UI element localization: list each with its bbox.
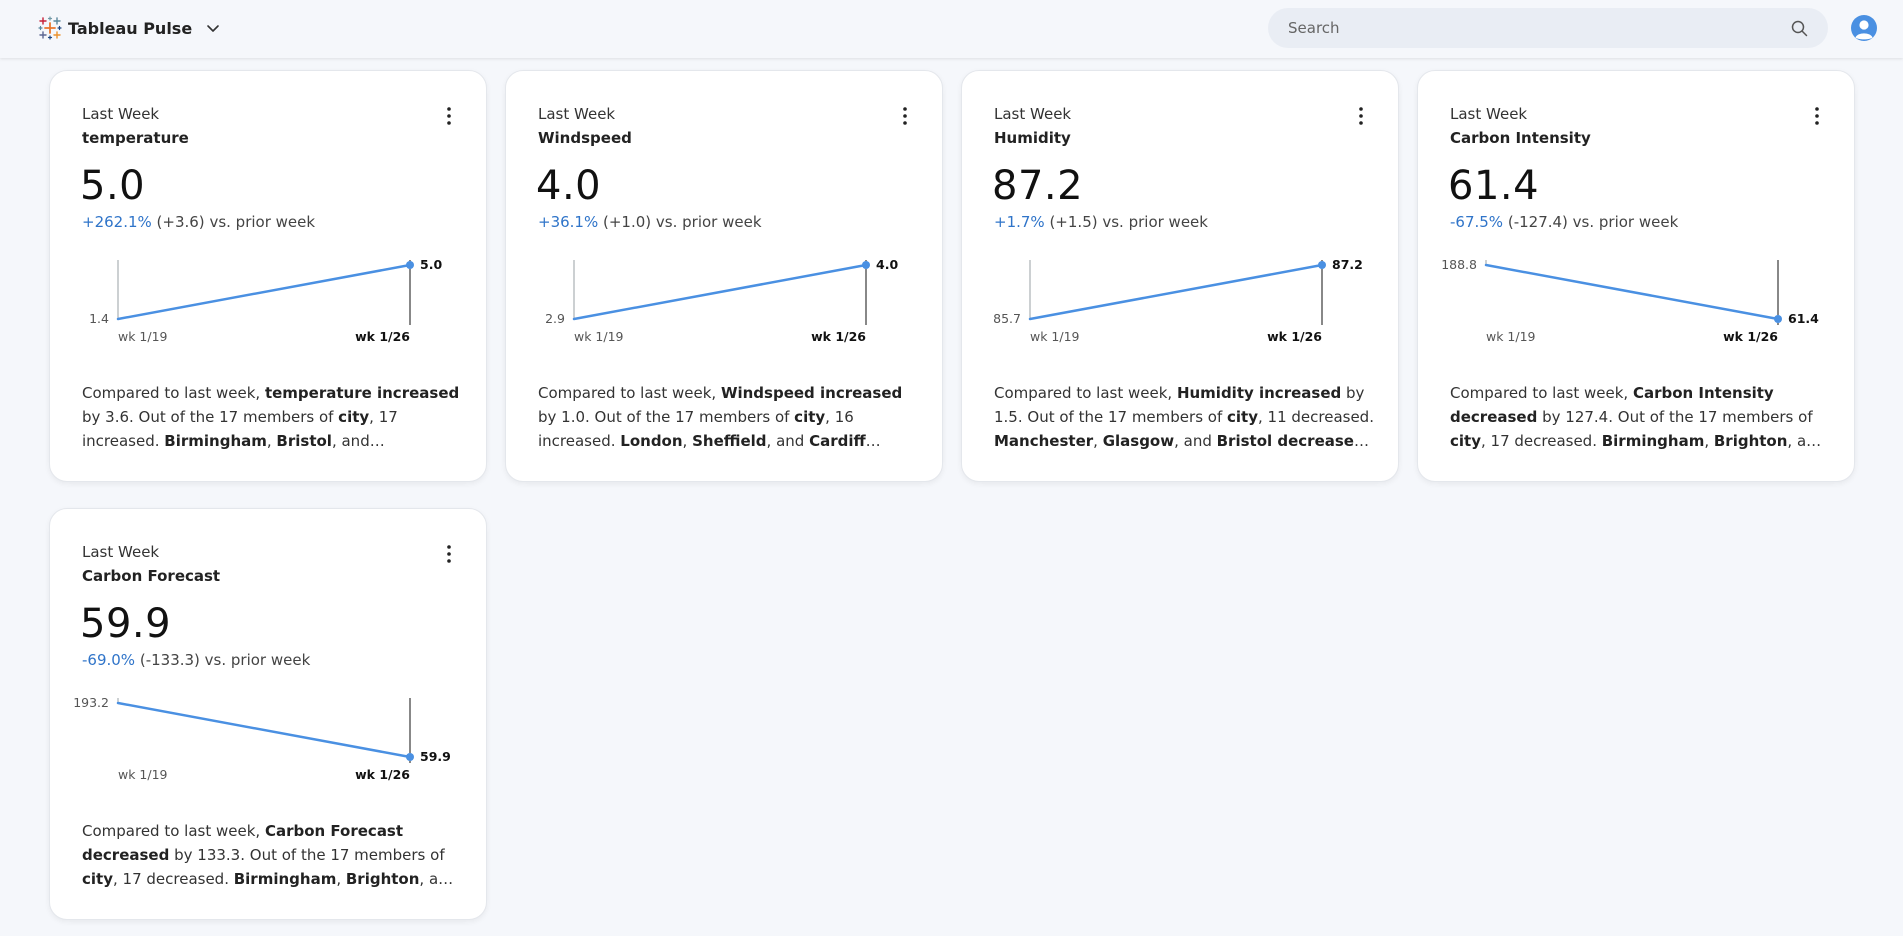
change-suffix: vs. prior week [1567,213,1679,231]
metric-card[interactable]: Last Week temperature 5.0 +262.1% (+3.6) vs… [49,70,487,482]
sparkline-end-label: 59.9 [420,749,451,764]
metric-value: 5.0 [80,163,146,209]
sparkline-line [572,263,868,321]
metric-value: 4.0 [536,163,602,209]
metric-change: +36.1% (+1.0) vs. prior week [538,213,762,231]
change-absolute: (-127.4) [1503,213,1568,231]
metric-name: Carbon Intensity [1450,129,1591,147]
more-options-icon[interactable] [444,105,454,127]
sparkline-end-point [862,261,870,269]
search-input[interactable] [1288,16,1768,40]
sparkline-end-label: 5.0 [420,257,442,272]
change-absolute: (+1.0) [598,213,652,231]
sparkline-end-label: 4.0 [876,257,898,272]
sparkline-chart: 85.7 87.2 wk 1/19 wk 1/26 [993,257,1363,344]
metric-period: Last Week [82,105,160,123]
search-icon[interactable] [1791,20,1808,37]
x-axis-end-label: wk 1/26 [1723,329,1778,344]
sparkline-chart: 188.8 61.4 wk 1/19 wk 1/26 [1441,257,1819,344]
x-axis-start-label: wk 1/19 [1030,329,1080,344]
sparkline-end-label: 87.2 [1332,257,1363,272]
sparkline-start-label: 85.7 [993,311,1021,326]
metric-card[interactable]: Last Week Carbon Intensity 61.4 -67.5% (-12… [1417,70,1855,482]
metric-period: Last Week [994,105,1072,123]
metric-card[interactable]: Last Week Carbon Forecast 59.9 -69.0% (-133… [49,508,487,920]
sparkline-end-label: 61.4 [1788,311,1819,326]
x-axis-start-label: wk 1/19 [574,329,624,344]
sparkline-end-point [406,753,414,761]
metric-card[interactable]: Last Week Humidity 87.2 +1.7% (+1.5) vs. pr… [961,70,1399,482]
more-options-icon[interactable] [1812,105,1822,127]
change-percent: +262.1% [82,213,152,231]
change-suffix: vs. prior week [651,213,762,231]
metric-description: Compared to last week, Carbon Forecast d… [82,822,458,888]
change-percent: -67.5% [1450,213,1504,231]
change-percent: -69.0% [82,651,136,669]
chevron-down-icon[interactable] [206,21,220,35]
user-avatar-icon[interactable] [1850,14,1878,42]
change-absolute: (+1.5) [1044,213,1098,231]
change-absolute: (-133.3) [135,651,200,669]
sparkline-start-label: 1.4 [89,311,109,326]
metric-description: Compared to last week, Carbon Intensity … [1450,384,1826,450]
sparkline-chart: 193.2 59.9 wk 1/19 wk 1/26 [73,695,451,782]
sparkline-end-point [406,261,414,269]
sparkline-chart: 2.9 4.0 wk 1/19 wk 1/26 [545,257,898,344]
metric-description: Compared to last week, Humidity increase… [994,384,1374,450]
x-axis-start-label: wk 1/19 [118,767,168,782]
change-absolute: (+3.6) [151,213,205,231]
app-brand[interactable]: Tableau Pulse [38,15,220,41]
sparkline-start-label: 2.9 [545,311,565,326]
sparkline-line [1484,263,1780,321]
more-options-icon[interactable] [1356,105,1366,127]
metric-period: Last Week [82,543,160,561]
sparkline-chart: 1.4 5.0 wk 1/19 wk 1/26 [89,257,442,344]
metric-change: -67.5% (-127.4) vs. prior week [1450,213,1678,231]
search-box [1268,8,1828,48]
metric-change: +1.7% (+1.5) vs. prior week [994,213,1208,231]
x-axis-end-label: wk 1/26 [355,329,410,344]
metric-name: temperature [82,129,189,147]
more-options-icon[interactable] [900,105,910,127]
tableau-logo-icon [38,16,62,40]
metric-description: Compared to last week, Windspeed increas… [538,384,903,450]
metric-change: -69.0% (-133.3) vs. prior week [82,651,310,669]
x-axis-start-label: wk 1/19 [1486,329,1536,344]
sparkline-line [116,701,412,759]
x-axis-start-label: wk 1/19 [118,329,168,344]
metric-name: Carbon Forecast [82,567,221,585]
metric-name: Windspeed [538,129,632,147]
metric-period: Last Week [538,105,616,123]
metric-value: 59.9 [80,601,172,647]
sparkline-start-label: 193.2 [73,695,109,710]
change-suffix: vs. prior week [204,213,316,231]
metric-value: 87.2 [992,163,1084,209]
sparkline-end-point [1318,261,1326,269]
sparkline-end-point [1774,315,1782,323]
sparkline-start-label: 188.8 [1441,257,1477,272]
x-axis-end-label: wk 1/26 [1267,329,1322,344]
x-axis-end-label: wk 1/26 [355,767,410,782]
metric-change: +262.1% (+3.6) vs. prior week [82,213,315,231]
metric-value: 61.4 [1448,163,1540,209]
metric-name: Humidity [994,129,1071,147]
sparkline-line [116,263,412,321]
x-axis-end-label: wk 1/26 [811,329,866,344]
change-percent: +1.7% [994,213,1045,231]
metric-card[interactable]: Last Week Windspeed 4.0 +36.1% (+1.0) vs. p… [505,70,943,482]
change-suffix: vs. prior week [199,651,311,669]
app-name: Tableau Pulse [68,18,193,38]
more-options-icon[interactable] [444,543,454,565]
sparkline-line [1028,263,1324,321]
change-percent: +36.1% [538,213,599,231]
metric-period: Last Week [1450,105,1528,123]
top-bar: Tableau Pulse [0,0,1903,58]
metric-description: Compared to last week, temperature incre… [82,384,460,450]
change-suffix: vs. prior week [1097,213,1208,231]
